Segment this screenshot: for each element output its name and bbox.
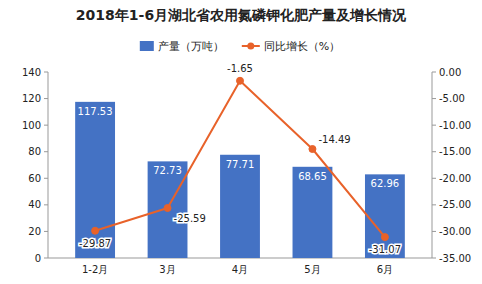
bar xyxy=(148,161,188,258)
x-tick-label: 6月 xyxy=(377,264,393,275)
line-marker xyxy=(237,77,244,84)
y2-tick xyxy=(432,231,436,232)
y2-tick xyxy=(432,178,436,179)
title: 2018年1-6月湖北省农用氮磷钾化肥产量及增长情况 xyxy=(76,7,407,23)
line-marker xyxy=(92,227,99,234)
x-tick-label: 3月 xyxy=(159,264,175,275)
y-tick xyxy=(44,98,48,99)
y-tick-label: 80 xyxy=(28,146,41,157)
bar xyxy=(365,174,405,258)
legend: 产量（万吨） 同比增长（%） xyxy=(140,40,340,53)
legend-item: 产量（万吨） xyxy=(140,40,224,53)
y-tick-label: 120 xyxy=(22,93,41,104)
bar xyxy=(220,155,260,258)
y2-tick-label: -5.00 xyxy=(439,93,465,104)
line-marker xyxy=(309,146,316,153)
line-marker xyxy=(381,234,388,241)
y-tick-label: 140 xyxy=(22,67,41,78)
y-tick xyxy=(44,204,48,205)
chart: 2018年1-6月湖北省农用氮磷钾化肥产量及增长情况 0 20 40 60 80 100 12… xyxy=(0,0,482,284)
bar-label: 117.53 xyxy=(78,106,113,117)
y-tick-label: 100 xyxy=(22,120,41,131)
data-labels: 117.53 72.73 77.71 68.65 62.96 -29.87 -25.59 -1… xyxy=(78,63,401,255)
y2-tick-label: 0.00 xyxy=(439,67,461,78)
plot-area xyxy=(75,77,405,258)
y2-tick-label: -15.00 xyxy=(439,146,471,157)
y2-tick-label: -10.00 xyxy=(439,120,471,131)
y-tick-label: 40 xyxy=(28,199,41,210)
y2-tick-label: -30.00 xyxy=(439,226,471,237)
y2-tick xyxy=(432,98,436,99)
y-tick xyxy=(44,258,48,259)
background xyxy=(0,0,482,284)
y2-tick-label: -20.00 xyxy=(439,173,471,184)
y2-tick xyxy=(432,258,436,259)
bar-label: 77.71 xyxy=(226,159,255,170)
y2-tick-label: -25.00 xyxy=(439,199,471,210)
y-tick-label: 60 xyxy=(28,173,41,184)
line-label: -29.87 xyxy=(79,238,111,249)
y2-tick xyxy=(432,125,436,126)
legend-swatch-marker xyxy=(247,43,254,50)
y-tick-label: 20 xyxy=(28,226,41,237)
line-label: -14.49 xyxy=(318,134,350,145)
bar xyxy=(293,167,333,258)
y-tick xyxy=(44,72,48,73)
y2-tick-label: -35.00 xyxy=(439,253,471,264)
bar xyxy=(75,102,115,258)
y-tick-label: 0 xyxy=(35,253,41,264)
y-axis xyxy=(48,72,49,258)
bar-label: 68.65 xyxy=(298,171,327,182)
legend-item: 同比增长（%） xyxy=(242,40,340,53)
line xyxy=(95,81,385,237)
legend-swatch xyxy=(140,41,154,51)
line-marker xyxy=(164,204,171,211)
y-tick xyxy=(44,231,48,232)
x-tick-label: 5月 xyxy=(304,264,320,275)
bar-label: 62.96 xyxy=(371,178,400,189)
y2-tick xyxy=(432,151,436,152)
legend-label: 产量（万吨） xyxy=(158,40,224,53)
y-tick xyxy=(44,151,48,152)
y-tick xyxy=(44,125,48,126)
line-label: -31.07 xyxy=(369,244,401,255)
y2-axis xyxy=(432,72,433,258)
y-tick xyxy=(44,178,48,179)
line-label: -25.59 xyxy=(174,213,206,224)
bar-label: 72.73 xyxy=(153,165,182,176)
line-label: -1.65 xyxy=(227,63,253,74)
x-tick-label: 4月 xyxy=(232,264,248,275)
y2-tick xyxy=(432,72,436,73)
legend-label: 同比增长（%） xyxy=(264,40,340,53)
y2-tick xyxy=(432,204,436,205)
x-tick-label: 1-2月 xyxy=(82,264,108,275)
